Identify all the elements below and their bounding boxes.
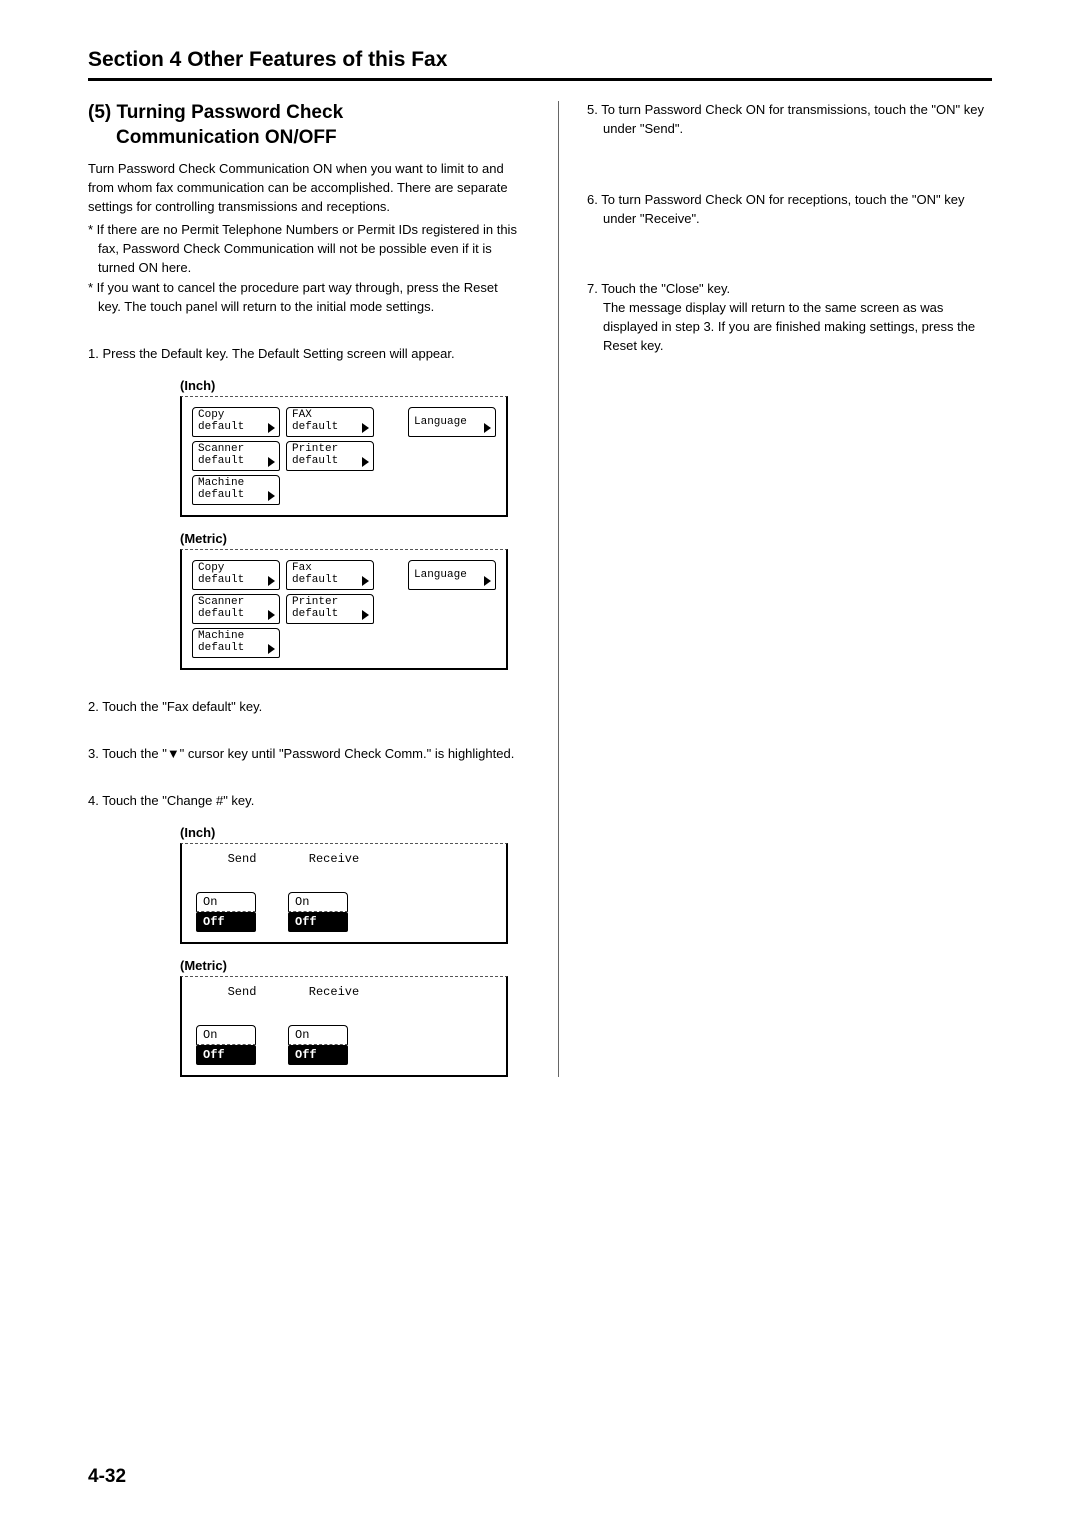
note-2: * If you want to cancel the procedure pa… [88, 279, 518, 317]
onoff-panel-metric: Send Receive On Off On Off [180, 976, 508, 1077]
send-on-button[interactable]: On [196, 892, 256, 912]
send-off-button[interactable]: Off [196, 1045, 256, 1065]
left-column: (5) Turning Password Check Communication… [88, 101, 518, 1077]
step-7-sub: The message display will return to the s… [603, 299, 988, 356]
receive-off-button[interactable]: Off [288, 912, 348, 932]
step-7: 7. Touch the "Close" key. The message di… [587, 280, 988, 355]
intro-paragraph: Turn Password Check Communication ON whe… [88, 160, 518, 217]
receive-off-button[interactable]: Off [288, 1045, 348, 1065]
subsection-line1: (5) Turning Password Check [88, 102, 343, 123]
receive-toggle: On Off [288, 892, 358, 932]
machine-default-button[interactable]: Machine default [192, 628, 280, 658]
step-6: 6. To turn Password Check ON for recepti… [587, 191, 988, 229]
subsection-line2: Communication ON/OFF [88, 126, 518, 151]
fax-default-button[interactable]: FAX default [286, 407, 374, 437]
region-label-inch-2: (Inch) [180, 825, 518, 840]
language-button[interactable]: Language [408, 407, 496, 437]
page-number: 4-32 [88, 1466, 126, 1488]
subsection-title: (5) Turning Password Check Communication… [88, 101, 518, 150]
receive-header: Receive [288, 985, 380, 999]
receive-toggle: On Off [288, 1025, 358, 1065]
step-3: 3. Touch the "▼" cursor key until "Passw… [88, 745, 518, 764]
fax-default-button[interactable]: Fax default [286, 560, 374, 590]
step-7-text: 7. Touch the "Close" key. [587, 281, 730, 296]
send-off-button[interactable]: Off [196, 912, 256, 932]
note-1: * If there are no Permit Telephone Numbe… [88, 221, 518, 278]
step-1: 1. Press the Default key. The Default Se… [88, 345, 518, 364]
region-label-metric-1: (Metric) [180, 531, 518, 546]
send-header: Send [196, 985, 288, 999]
language-button[interactable]: Language [408, 560, 496, 590]
settings-panel-inch: Copy default Scanner default Machine def… [180, 396, 508, 517]
section-header: Section 4 Other Features of this Fax [88, 48, 992, 81]
receive-header: Receive [288, 852, 380, 866]
printer-default-button[interactable]: Printer default [286, 441, 374, 471]
send-on-button[interactable]: On [196, 1025, 256, 1045]
send-header: Send [196, 852, 288, 866]
step-5: 5. To turn Password Check ON for transmi… [587, 101, 988, 139]
scanner-default-button[interactable]: Scanner default [192, 594, 280, 624]
printer-default-button[interactable]: Printer default [286, 594, 374, 624]
copy-default-button[interactable]: Copy default [192, 407, 280, 437]
step-4: 4. Touch the "Change #" key. [88, 792, 518, 811]
step-2: 2. Touch the "Fax default" key. [88, 698, 518, 717]
receive-on-button[interactable]: On [288, 1025, 348, 1045]
settings-panel-metric: Copy default Scanner default Machine def… [180, 549, 508, 670]
receive-on-button[interactable]: On [288, 892, 348, 912]
send-toggle: On Off [196, 892, 266, 932]
machine-default-button[interactable]: Machine default [192, 475, 280, 505]
scanner-default-button[interactable]: Scanner default [192, 441, 280, 471]
region-label-metric-2: (Metric) [180, 958, 518, 973]
copy-default-button[interactable]: Copy default [192, 560, 280, 590]
right-column: 5. To turn Password Check ON for transmi… [558, 101, 988, 1077]
send-toggle: On Off [196, 1025, 266, 1065]
onoff-panel-inch: Send Receive On Off On Off [180, 843, 508, 944]
region-label-inch-1: (Inch) [180, 378, 518, 393]
